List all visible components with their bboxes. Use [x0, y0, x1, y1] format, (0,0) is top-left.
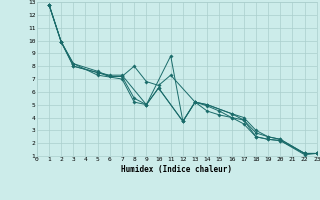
X-axis label: Humidex (Indice chaleur): Humidex (Indice chaleur) — [121, 165, 232, 174]
